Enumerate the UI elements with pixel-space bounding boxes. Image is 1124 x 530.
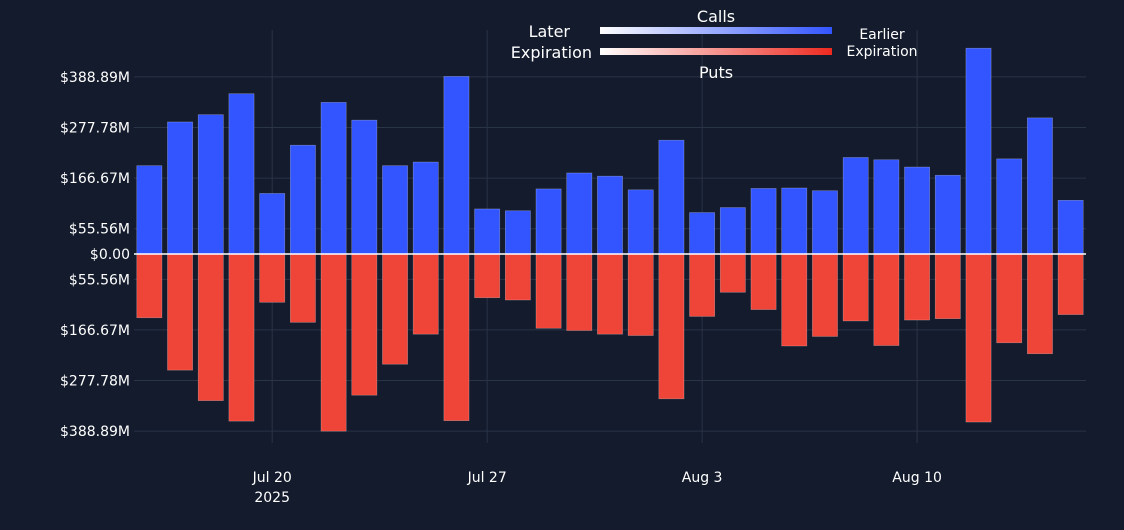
bar-calls [412, 161, 439, 255]
bar-calls [1027, 117, 1053, 255]
y-tick-label: $0.00 [90, 247, 130, 263]
legend-puts-gradient-bar [600, 48, 832, 55]
bar-calls [904, 166, 930, 255]
bar-calls [658, 139, 685, 255]
bar-calls [873, 159, 900, 255]
bar-puts [873, 253, 900, 346]
y-tick-label: $388.89M [60, 424, 130, 440]
y-tick-label: $166.67M [60, 323, 130, 339]
bars [136, 47, 1084, 432]
bar-puts [566, 253, 593, 331]
bar-puts [136, 253, 163, 319]
bar-calls [689, 212, 716, 255]
bar-puts [504, 253, 531, 301]
bar-calls [351, 119, 378, 255]
y-tick-label: $55.56M [69, 222, 130, 238]
bar-puts [228, 253, 255, 422]
legend-earlier-expiration-label: Expiration [846, 44, 917, 60]
bar-calls [996, 158, 1023, 255]
bar-puts [597, 253, 623, 335]
legend-later-expiration-label: Expiration [511, 43, 592, 62]
bar-calls [812, 190, 838, 255]
bar-calls [781, 187, 808, 255]
y-tick-label: $277.78M [60, 374, 130, 390]
bar-calls [259, 193, 286, 255]
bar-puts [658, 253, 685, 400]
legend-later-label: Later [529, 22, 571, 41]
bar-calls [228, 93, 255, 255]
bar-puts [842, 253, 869, 322]
bar-calls [750, 188, 777, 255]
bar-calls [443, 76, 470, 255]
x-tick-label: Aug 3 [682, 470, 723, 486]
bar-calls [290, 144, 316, 255]
bar-calls [842, 157, 869, 255]
legend-puts-label: Puts [699, 63, 733, 82]
bar-calls [167, 121, 193, 255]
bar-puts [719, 253, 746, 293]
bar-calls [504, 210, 531, 255]
x-tick-sublabel: 2025 [254, 490, 290, 506]
bar-calls [566, 172, 593, 255]
bar-puts [1057, 253, 1084, 315]
bar-puts [382, 253, 408, 365]
bar-puts [965, 253, 992, 423]
bar-calls [535, 188, 562, 255]
axes: $388.89M $277.78M $166.67M $55.56M $0.00 $55.… [60, 70, 1086, 506]
bar-puts [197, 253, 224, 401]
y-tick-label: $166.67M [60, 171, 130, 187]
x-tick-label: Aug 10 [892, 470, 942, 486]
bar-puts [535, 253, 562, 329]
y-tick-label: $277.78M [60, 121, 130, 137]
bar-puts [750, 253, 777, 310]
legend-calls-label: Calls [697, 7, 735, 26]
bar-calls [965, 47, 992, 255]
bar-puts [443, 253, 470, 421]
legend-calls-gradient-bar [600, 27, 832, 34]
x-tick-label: Jul 20 [252, 470, 292, 486]
bar-puts [781, 253, 808, 347]
bar-calls [719, 207, 746, 255]
bar-calls [320, 102, 347, 255]
bar-puts [996, 253, 1023, 344]
legend: Calls Puts Later Expiration Earlier Expi… [511, 7, 918, 82]
bar-puts [259, 253, 286, 303]
bar-puts [1027, 253, 1053, 355]
bar-puts [412, 253, 439, 335]
bar-calls [1057, 199, 1084, 255]
bar-puts [627, 253, 654, 336]
legend-earlier-label: Earlier [859, 27, 905, 43]
bar-puts [167, 253, 193, 371]
bar-puts [689, 253, 716, 317]
bar-puts [934, 253, 961, 319]
bar-puts [320, 253, 347, 432]
bar-puts [290, 253, 316, 323]
bar-calls [382, 165, 408, 255]
y-tick-label: $55.56M [69, 272, 130, 288]
bar-calls [136, 165, 163, 255]
bar-calls [627, 189, 654, 255]
bar-puts [904, 253, 930, 321]
bar-puts [812, 253, 838, 337]
bar-puts [474, 253, 501, 299]
bar-calls [934, 174, 961, 255]
bar-calls [197, 114, 224, 255]
y-tick-label: $388.89M [60, 70, 130, 86]
bar-calls [474, 208, 501, 255]
x-tick-label: Jul 27 [467, 470, 507, 486]
bar-calls [597, 175, 623, 255]
bar-puts [351, 253, 378, 396]
